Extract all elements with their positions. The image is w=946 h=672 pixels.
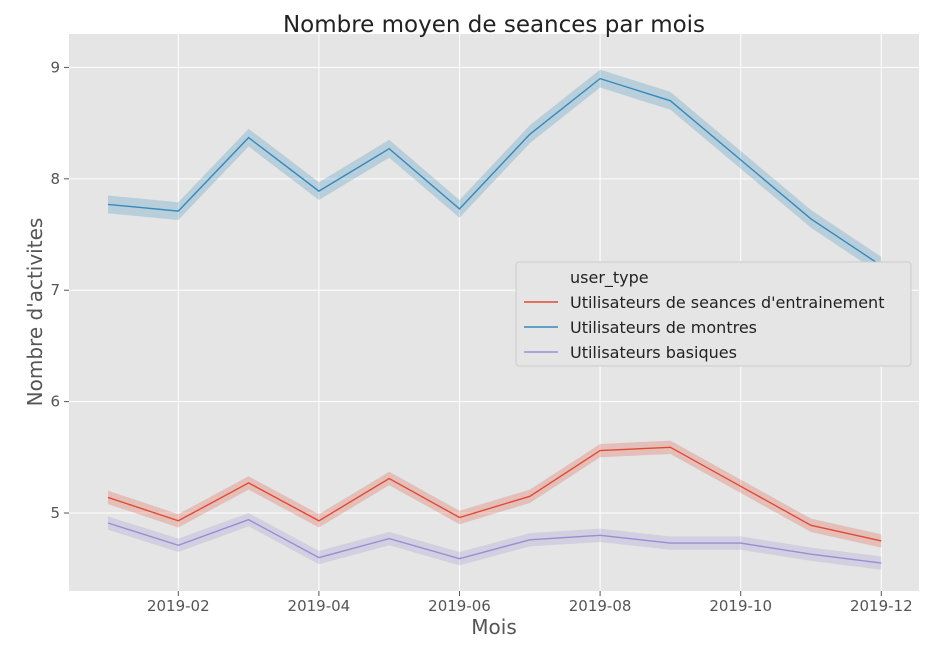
legend-box [515, 261, 912, 367]
x-axis-ticks: 2019-02 2019-04 2019-06 2019-08 2019-10 2019-… [147, 591, 913, 615]
legend-label: Utilisateurs de montres [570, 318, 757, 337]
x-tick-label: 2019-06 [428, 597, 491, 615]
series-band-1 [108, 440, 882, 548]
y-axis-label: Nombre d'activites [23, 218, 47, 407]
y-axis-ticks: 5 6 7 8 9 [50, 58, 69, 522]
legend-entries: Utilisateurs de seances d'entrainement Ut… [524, 293, 884, 362]
x-axis-label: Mois [471, 615, 516, 639]
series-lines [107, 77, 882, 564]
y-tick-label: 5 [50, 504, 60, 522]
y-tick-label: 7 [50, 281, 60, 299]
x-tick-label: 2019-12 [850, 597, 913, 615]
series-line-1 [107, 446, 882, 542]
x-tick-label: 2019-08 [569, 597, 632, 615]
x-tick-label: 2019-04 [288, 597, 351, 615]
legend-label: Utilisateurs de seances d'entrainement [570, 293, 884, 312]
legend: user_type Utilisateurs de seances d'entr… [515, 261, 912, 367]
x-tick-label: 2019-10 [709, 597, 772, 615]
legend-title: user_type [570, 268, 649, 288]
series-line-2 [107, 77, 882, 267]
series-band-3 [108, 513, 882, 570]
legend-label: Utilisateurs basiques [570, 343, 737, 362]
y-tick-label: 9 [50, 58, 60, 76]
y-tick-label: 6 [50, 393, 60, 411]
series-line-3 [107, 518, 882, 564]
chart-title: Nombre moyen de seances par mois [283, 12, 705, 38]
y-tick-label: 8 [50, 170, 60, 188]
grid [69, 34, 919, 591]
x-tick-label: 2019-02 [147, 597, 210, 615]
